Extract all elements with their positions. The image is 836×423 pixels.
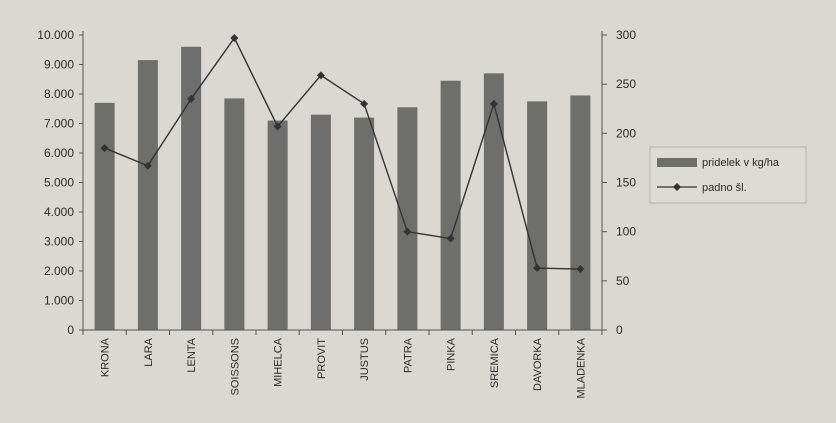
bars-layer: [94, 46, 591, 331]
y-left-tick-label: 5.000: [44, 176, 74, 190]
x-tick-label-lara: LARA: [143, 337, 155, 366]
bar-sremica: [483, 73, 504, 330]
point-lenta: [187, 94, 196, 103]
y-left-tick-label: 6.000: [44, 146, 74, 160]
bar-patra: [397, 107, 418, 331]
y-left-tick-label: 10.000: [37, 28, 74, 42]
legend-label-lodging: padno šl.: [702, 182, 747, 194]
y-left-tick-label: 4.000: [44, 205, 74, 219]
legend-label-yield: pridelek v kg/ha: [702, 157, 780, 169]
x-tick-label-krona: KRONA: [100, 337, 112, 377]
point-davorka: [533, 264, 542, 273]
labels-layer: 0 1.000 2.000 3.000 4.000 5.000 6.000 7.000 8.00…: [37, 28, 636, 399]
line-lodging: [104, 36, 581, 270]
point-soissons: [230, 33, 239, 42]
y-right-tick-label: 250: [616, 77, 636, 91]
x-tick-label-mihelca: MIHELCA: [273, 337, 285, 387]
legend-marker-diamond: [673, 183, 681, 191]
bar-soissons: [224, 98, 245, 330]
legend-box: [649, 146, 807, 204]
x-tick-label-soissons: SOISSONS: [229, 338, 241, 395]
bar-provit: [310, 114, 331, 331]
x-tick-label-lenta: LENTA: [186, 337, 198, 372]
y-right-tick-label: 300: [616, 28, 636, 42]
bar-justus: [354, 117, 375, 330]
x-tick-label-sremica: SREMICA: [489, 337, 501, 388]
point-sremica: [489, 99, 498, 108]
point-justus: [360, 99, 369, 108]
y-left-tick-label: 1.000: [44, 294, 74, 308]
y-right-tick-label: 100: [616, 225, 636, 239]
x-tick-label-justus: JUSTUS: [359, 338, 371, 381]
y-left-tick-label: 8.000: [44, 87, 74, 101]
y-left-tick-label: 3.000: [44, 235, 74, 249]
bar-krona: [94, 102, 115, 330]
x-tick-label-patra: PATRA: [402, 337, 414, 373]
x-tick-label-pinka: PINKA: [446, 337, 458, 371]
point-mladenka: [576, 265, 585, 274]
y-right-tick-label: 200: [616, 126, 636, 140]
legend-swatch-bar: [657, 158, 697, 167]
y-left-tick-label: 2.000: [44, 264, 74, 278]
point-krona: [100, 144, 109, 153]
bar-mladenka: [570, 95, 591, 330]
point-mihelca: [273, 122, 282, 131]
y-right-tick-label: 150: [616, 176, 636, 190]
legend: pridelek v kg/ha padno šl.: [649, 146, 807, 204]
point-provit: [316, 71, 325, 80]
y-right-tick-label: 50: [616, 274, 630, 288]
bar-mihelca: [267, 120, 288, 330]
x-tick-label-provit: PROVIT: [316, 338, 328, 379]
y-left-tick-label: 9.000: [44, 58, 74, 72]
y-left-tick-label: 7.000: [44, 117, 74, 131]
x-tick-label-mladenka: MLADENKA: [575, 337, 587, 398]
bar-lenta: [181, 46, 202, 331]
bar-pinka: [440, 80, 461, 330]
point-pinka: [446, 234, 455, 243]
bar-lara: [137, 60, 158, 330]
y-left-tick-label: 0: [67, 323, 74, 337]
point-patra: [403, 227, 412, 236]
axes-layer: [79, 31, 607, 335]
bar-davorka: [527, 101, 548, 330]
y-right-tick-label: 0: [616, 323, 623, 337]
point-lara: [143, 161, 152, 170]
line-layer: [100, 33, 585, 274]
x-tick-label-davorka: DAVORKA: [532, 337, 544, 391]
